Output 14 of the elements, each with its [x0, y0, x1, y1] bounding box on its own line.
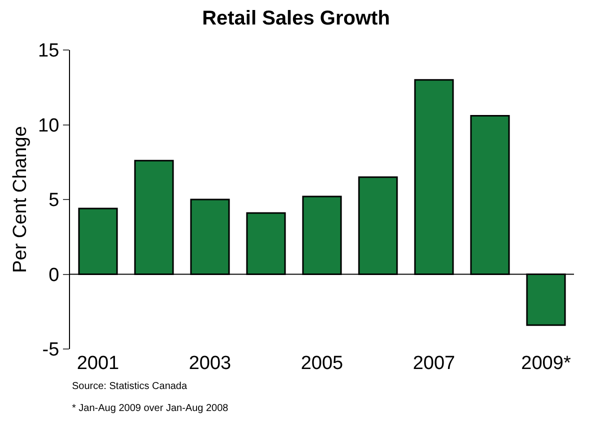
text: * Jan-Aug 2009 over Jan-Aug 2008	[72, 403, 229, 414]
y-axis-title: Per Cent Change	[10, 126, 31, 273]
source-note: Source: Statistics Canada	[72, 381, 188, 392]
y-tick-label: 5	[48, 190, 60, 212]
x-tick-label: 2003	[188, 353, 232, 374]
x-tick-label: 2007	[412, 353, 456, 374]
y-tick-label: 0	[48, 264, 60, 286]
x-tick-label: 2005	[300, 353, 344, 374]
chart-title: Retail Sales Growth	[202, 8, 390, 30]
y-tick-label: 10	[38, 115, 60, 136]
y-tick-label: 15	[38, 40, 60, 62]
y-tick-label: -5	[42, 340, 60, 361]
x-tick-label: 2001	[76, 353, 120, 374]
x-tick-label: 2009*	[521, 353, 572, 374]
